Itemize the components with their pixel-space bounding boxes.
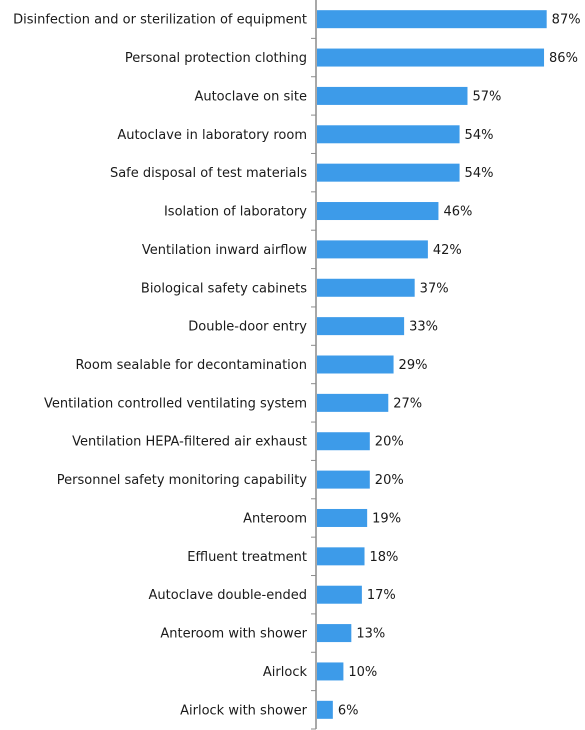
category-label: Ventilation HEPA-filtered air exhaust <box>72 435 307 450</box>
bar <box>317 393 389 412</box>
bar <box>317 662 344 681</box>
value-label: 37% <box>420 281 449 296</box>
category-label: Autoclave in laboratory room <box>117 128 307 143</box>
value-label: 17% <box>367 588 396 603</box>
value-label: 46% <box>443 205 472 220</box>
bar <box>317 585 362 604</box>
value-label: 27% <box>393 396 422 411</box>
value-label: 54% <box>465 166 494 181</box>
category-label: Disinfection and or sterilization of equ… <box>13 13 307 28</box>
bar <box>317 278 415 297</box>
bar <box>317 432 370 451</box>
category-label: Autoclave on site <box>194 89 307 104</box>
bar <box>317 355 394 374</box>
value-label: 19% <box>372 511 401 526</box>
category-label: Personal protection clothing <box>125 51 307 66</box>
category-label: Double-door entry <box>188 320 307 335</box>
bar <box>317 240 428 259</box>
category-label: Room sealable for decontamination <box>75 358 307 373</box>
category-label: Effluent treatment <box>187 550 307 565</box>
bar <box>317 202 439 221</box>
bar <box>317 48 545 67</box>
category-label: Autoclave double-ended <box>149 588 307 603</box>
value-label: 86% <box>549 51 578 66</box>
bar <box>317 508 368 527</box>
category-label: Airlock <box>263 665 308 680</box>
bar <box>317 125 460 144</box>
bar <box>317 86 468 105</box>
bar <box>317 547 365 566</box>
category-label: Safe disposal of test materials <box>110 166 307 181</box>
value-label: 54% <box>465 128 494 143</box>
category-label: Airlock with shower <box>180 703 308 718</box>
value-label: 10% <box>348 665 377 680</box>
value-label: 57% <box>472 89 501 104</box>
value-label: 6% <box>338 703 359 718</box>
bar <box>317 317 405 336</box>
value-label: 42% <box>433 243 462 258</box>
bar <box>317 700 333 719</box>
category-label: Personnel safety monitoring capability <box>57 473 308 488</box>
value-label: 20% <box>375 435 404 450</box>
category-label: Ventilation inward airflow <box>142 243 307 258</box>
value-label: 18% <box>370 550 399 565</box>
category-label: Biological safety cabinets <box>141 281 307 296</box>
value-label: 29% <box>399 358 428 373</box>
value-label: 13% <box>356 627 385 642</box>
category-label: Anteroom <box>243 511 307 526</box>
bar <box>317 10 547 29</box>
value-label: 33% <box>409 320 438 335</box>
category-label: Ventilation controlled ventilating syste… <box>44 396 307 411</box>
bar <box>317 624 352 643</box>
value-label: 20% <box>375 473 404 488</box>
bar <box>317 163 460 182</box>
bar <box>317 470 370 489</box>
value-label: 87% <box>552 13 581 28</box>
category-label: Anteroom with shower <box>160 627 307 642</box>
category-label: Isolation of laboratory <box>164 205 307 220</box>
